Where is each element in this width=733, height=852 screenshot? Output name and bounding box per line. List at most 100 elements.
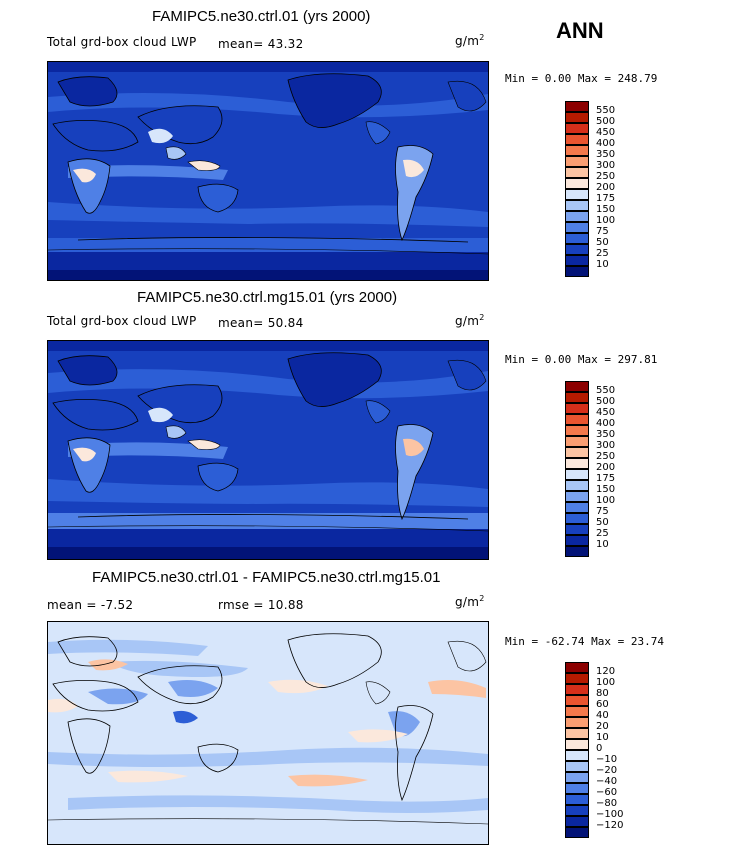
colorbar-swatch <box>565 392 589 403</box>
panel-3-mean: mean = -7.52 <box>47 598 134 612</box>
colorbar-swatch <box>565 123 589 134</box>
colorbar-label: 550 <box>596 385 616 396</box>
panel-1-map <box>47 61 489 281</box>
colorbar-label: 200 <box>596 462 616 473</box>
colorbar-label: 50 <box>596 517 609 528</box>
colorbar-swatch <box>565 524 589 535</box>
colorbar-swatch <box>565 458 589 469</box>
colorbar-label: −80 <box>596 798 618 809</box>
colorbar-swatch <box>565 167 589 178</box>
panel-2-map <box>47 340 489 560</box>
colorbar-label: 350 <box>596 149 616 160</box>
colorbar-label: −10 <box>596 754 618 765</box>
colorbar-swatch <box>565 200 589 211</box>
colorbar-swatch <box>565 381 589 392</box>
colorbar-swatch <box>565 695 589 706</box>
colorbar-swatch <box>565 750 589 761</box>
colorbar-label: 100 <box>596 215 616 226</box>
colorbar-label: 10 <box>596 259 609 270</box>
panel-2-title: FAMIPC5.ne30.ctrl.mg15.01 (yrs 2000) <box>137 289 398 306</box>
colorbar-swatch <box>565 233 589 244</box>
panel-2-units: g/m2 <box>455 313 485 328</box>
colorbar-label: 60 <box>596 699 609 710</box>
colorbar-label: 120 <box>596 666 616 677</box>
panel-3-map <box>47 621 489 845</box>
panel-1-units: g/m2 <box>455 33 485 48</box>
colorbar-swatch <box>565 535 589 546</box>
colorbar-label: 50 <box>596 237 609 248</box>
colorbar-label: 400 <box>596 138 616 149</box>
colorbar-label: 175 <box>596 473 616 484</box>
colorbar-swatch <box>565 728 589 739</box>
colorbar-label: 100 <box>596 495 616 506</box>
panel-3-rmse: rmse = 10.88 <box>218 598 304 612</box>
colorbar-label: 75 <box>596 226 609 237</box>
colorbar-label: 80 <box>596 688 609 699</box>
colorbar-label: 100 <box>596 677 616 688</box>
colorbar-label: 300 <box>596 160 616 171</box>
colorbar-label: −20 <box>596 765 618 776</box>
colorbar-label: 450 <box>596 407 616 418</box>
colorbar-swatch <box>565 546 589 557</box>
panel-3-title: FAMIPC5.ne30.ctrl.01 - FAMIPC5.ne30.ctrl… <box>92 569 441 586</box>
colorbar-swatch <box>565 739 589 750</box>
colorbar-label: 20 <box>596 721 609 732</box>
colorbar-swatch <box>565 211 589 222</box>
colorbar-swatch <box>565 480 589 491</box>
colorbar-swatch <box>565 783 589 794</box>
colorbar-label: 150 <box>596 484 616 495</box>
colorbar-label: 40 <box>596 710 609 721</box>
colorbar-label: 450 <box>596 127 616 138</box>
colorbar-label: 25 <box>596 528 609 539</box>
colorbar-swatch <box>565 112 589 123</box>
colorbar-swatch <box>565 222 589 233</box>
colorbar-swatch <box>565 816 589 827</box>
colorbar-label: 10 <box>596 539 609 550</box>
season-label: ANN <box>556 18 604 43</box>
colorbar-swatch <box>565 662 589 673</box>
panel-2-mean: mean= 50.84 <box>218 316 304 330</box>
colorbar-label: 150 <box>596 204 616 215</box>
colorbar-label: 350 <box>596 429 616 440</box>
panel-1-title: FAMIPC5.ne30.ctrl.01 (yrs 2000) <box>152 8 371 25</box>
colorbar-swatch <box>565 436 589 447</box>
colorbar-label: 500 <box>596 116 616 127</box>
colorbar-swatch <box>565 145 589 156</box>
colorbar-label: 200 <box>596 182 616 193</box>
colorbar-label: −60 <box>596 787 618 798</box>
colorbar-swatch <box>565 794 589 805</box>
colorbar-label: −40 <box>596 776 618 787</box>
colorbar-swatch <box>565 447 589 458</box>
colorbar-label: 25 <box>596 248 609 259</box>
colorbar-label: 0 <box>596 743 603 754</box>
colorbar-swatch <box>565 134 589 145</box>
colorbar-swatch <box>565 156 589 167</box>
colorbar-swatch <box>565 255 589 266</box>
colorbar-swatch <box>565 673 589 684</box>
colorbar-swatch <box>565 717 589 728</box>
colorbar-swatch <box>565 805 589 816</box>
colorbar-swatch <box>565 706 589 717</box>
colorbar-swatch <box>565 178 589 189</box>
colorbar-label: 75 <box>596 506 609 517</box>
colorbar-swatch <box>565 403 589 414</box>
colorbar-label: 10 <box>596 732 609 743</box>
colorbar-swatch <box>565 761 589 772</box>
colorbar-swatch <box>565 502 589 513</box>
colorbar-swatch <box>565 266 589 277</box>
colorbar-label: 250 <box>596 171 616 182</box>
colorbar-label: −100 <box>596 809 624 820</box>
panel-3-minmax: Min = -62.74 Max = 23.74 <box>505 635 664 648</box>
colorbar-swatch <box>565 827 589 838</box>
colorbar-swatch <box>565 425 589 436</box>
colorbar-swatch <box>565 684 589 695</box>
colorbar-swatch <box>565 101 589 112</box>
colorbar-label: 250 <box>596 451 616 462</box>
panel-2-variable: Total grd-box cloud LWP <box>47 314 197 328</box>
colorbar-swatch <box>565 189 589 200</box>
colorbar-swatch <box>565 491 589 502</box>
colorbar-swatch <box>565 772 589 783</box>
colorbar-label: 550 <box>596 105 616 116</box>
colorbar-swatch <box>565 513 589 524</box>
panel-1-mean: mean= 43.32 <box>218 37 304 51</box>
